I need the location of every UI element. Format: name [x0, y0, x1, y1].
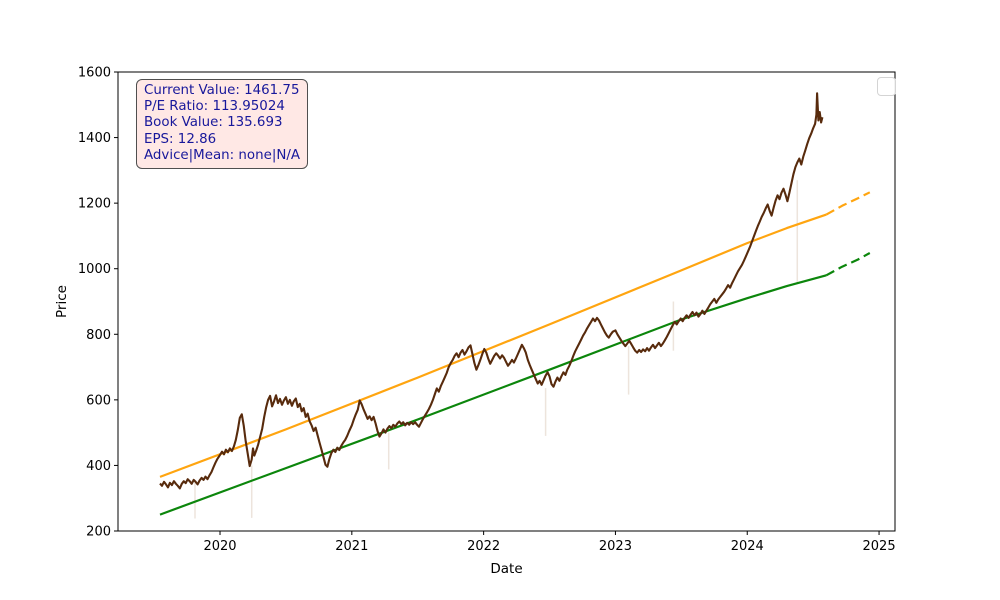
- annotation-line-eps: EPS: 12.86: [144, 131, 217, 147]
- x-tick-label: 2020: [203, 539, 236, 554]
- y-tick-label: 600: [86, 393, 111, 408]
- y-tick-label: 800: [86, 328, 111, 343]
- x-axis-label: Date: [490, 561, 522, 577]
- y-tick-label: 1000: [78, 262, 111, 277]
- lower-trendline: [159, 274, 827, 516]
- y-tick-label: 1600: [78, 66, 111, 81]
- x-tick-label: 2023: [599, 539, 632, 554]
- y-tick-label: 400: [86, 459, 111, 474]
- x-tick-label: 2024: [731, 539, 764, 554]
- upper-trendline: [159, 213, 827, 478]
- y-tick-label: 1400: [78, 131, 111, 146]
- annotation-line-book-value: Book Value: 135.693: [144, 115, 283, 131]
- price-line: [159, 92, 824, 490]
- y-axis-label: Price: [54, 285, 70, 318]
- y-tick-label: 1200: [78, 197, 111, 212]
- x-tick-label: 2025: [863, 539, 896, 554]
- plot-frame: [117, 71, 896, 532]
- info-annotation-box: Current Value: 1461.75 P/E Ratio: 113.95…: [136, 79, 309, 170]
- annotation-line-current-value: Current Value: 1461.75: [144, 83, 300, 98]
- annotation-line-advice-mean: Advice|Mean: none|N/A: [144, 147, 301, 163]
- annotation-line-pe-ratio: P/E Ratio: 113.95024: [144, 99, 285, 115]
- legend-box-empty: [877, 77, 896, 96]
- upper-trendline-forecast: [825, 191, 871, 216]
- x-tick-label: 2021: [335, 539, 368, 554]
- x-tick-label: 2022: [467, 539, 500, 554]
- lower-trendline-forecast: [825, 252, 871, 277]
- y-tick-label: 200: [86, 525, 111, 540]
